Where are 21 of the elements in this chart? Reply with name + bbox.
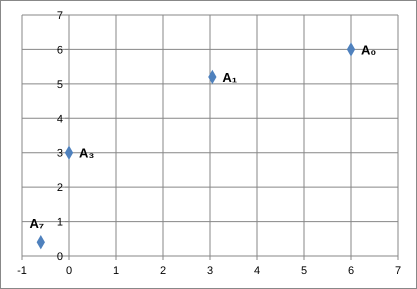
x-tick-label: 4 bbox=[254, 265, 260, 277]
y-tick-label: 5 bbox=[56, 78, 63, 91]
y-tick-label: 7 bbox=[56, 10, 63, 22]
annotation: A₇ bbox=[30, 216, 44, 232]
x-tick-label: 6 bbox=[348, 265, 354, 277]
annotation: A₁ bbox=[222, 70, 238, 85]
x-tick-label: 1 bbox=[112, 265, 120, 277]
x-tick-label: -1 bbox=[17, 265, 27, 277]
x-tick-label: 7 bbox=[394, 265, 402, 277]
y-tick-label: 3 bbox=[56, 148, 63, 160]
y-tick-label: 0 bbox=[56, 251, 63, 263]
x-tick-label: 2 bbox=[160, 265, 166, 277]
annotation: A₃ bbox=[79, 146, 94, 161]
annotation: A₀ bbox=[361, 42, 376, 58]
y-tick-label: 6 bbox=[56, 44, 63, 56]
y-tick-label: 1 bbox=[56, 216, 63, 229]
x-tick-label: 5 bbox=[300, 265, 308, 277]
x-tick-label: 0 bbox=[66, 265, 72, 277]
y-tick-label: 4 bbox=[56, 113, 63, 126]
y-tick-label: 2 bbox=[56, 182, 63, 194]
x-tick-label: 3 bbox=[206, 265, 214, 277]
